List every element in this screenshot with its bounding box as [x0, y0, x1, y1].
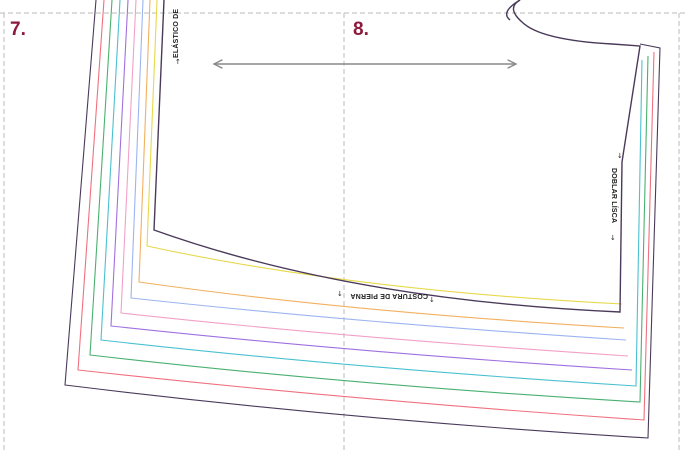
fold-arrow-top-icon: ↓ — [617, 152, 623, 160]
crotch-curve — [153, 0, 641, 313]
size-line-3 — [89, 0, 649, 403]
size-line-9 — [146, 0, 623, 305]
label-waist-seam: COSTURA DE PIERNA ↓ ↓ — [337, 290, 435, 304]
label-fold-line: DOBLAR LÍSCA ↓ ↓ — [610, 152, 623, 242]
size-line-5 — [110, 0, 633, 371]
label-elastic: ELÁSTICO DE ↑ — [171, 9, 181, 66]
size-line-1 — [64, 0, 661, 439]
elastic-arrow-icon: ↑ — [175, 58, 181, 66]
crotch-point — [506, 0, 521, 21]
page-number-8: 8. — [353, 19, 369, 40]
page-number-7: 7. — [10, 19, 26, 40]
size-lines — [64, 0, 661, 439]
size-line-6 — [120, 0, 629, 357]
size-line-7 — [130, 0, 627, 341]
size-line-8 — [138, 0, 625, 329]
fold-line-label: DOBLAR LÍSCA — [610, 168, 619, 223]
waist-seam-label: COSTURA DE PIERNA — [350, 292, 428, 299]
size-line-2 — [77, 0, 655, 421]
elastic-label: ELÁSTICO DE — [171, 9, 180, 58]
tiling-guides — [0, 12, 687, 450]
fold-arrow-bottom-icon: ↓ — [610, 234, 616, 242]
seam-arrow-right-icon: ↓ — [429, 296, 435, 304]
seam-arrow-left-icon: ↓ — [337, 290, 343, 298]
size-line-4 — [100, 0, 643, 387]
